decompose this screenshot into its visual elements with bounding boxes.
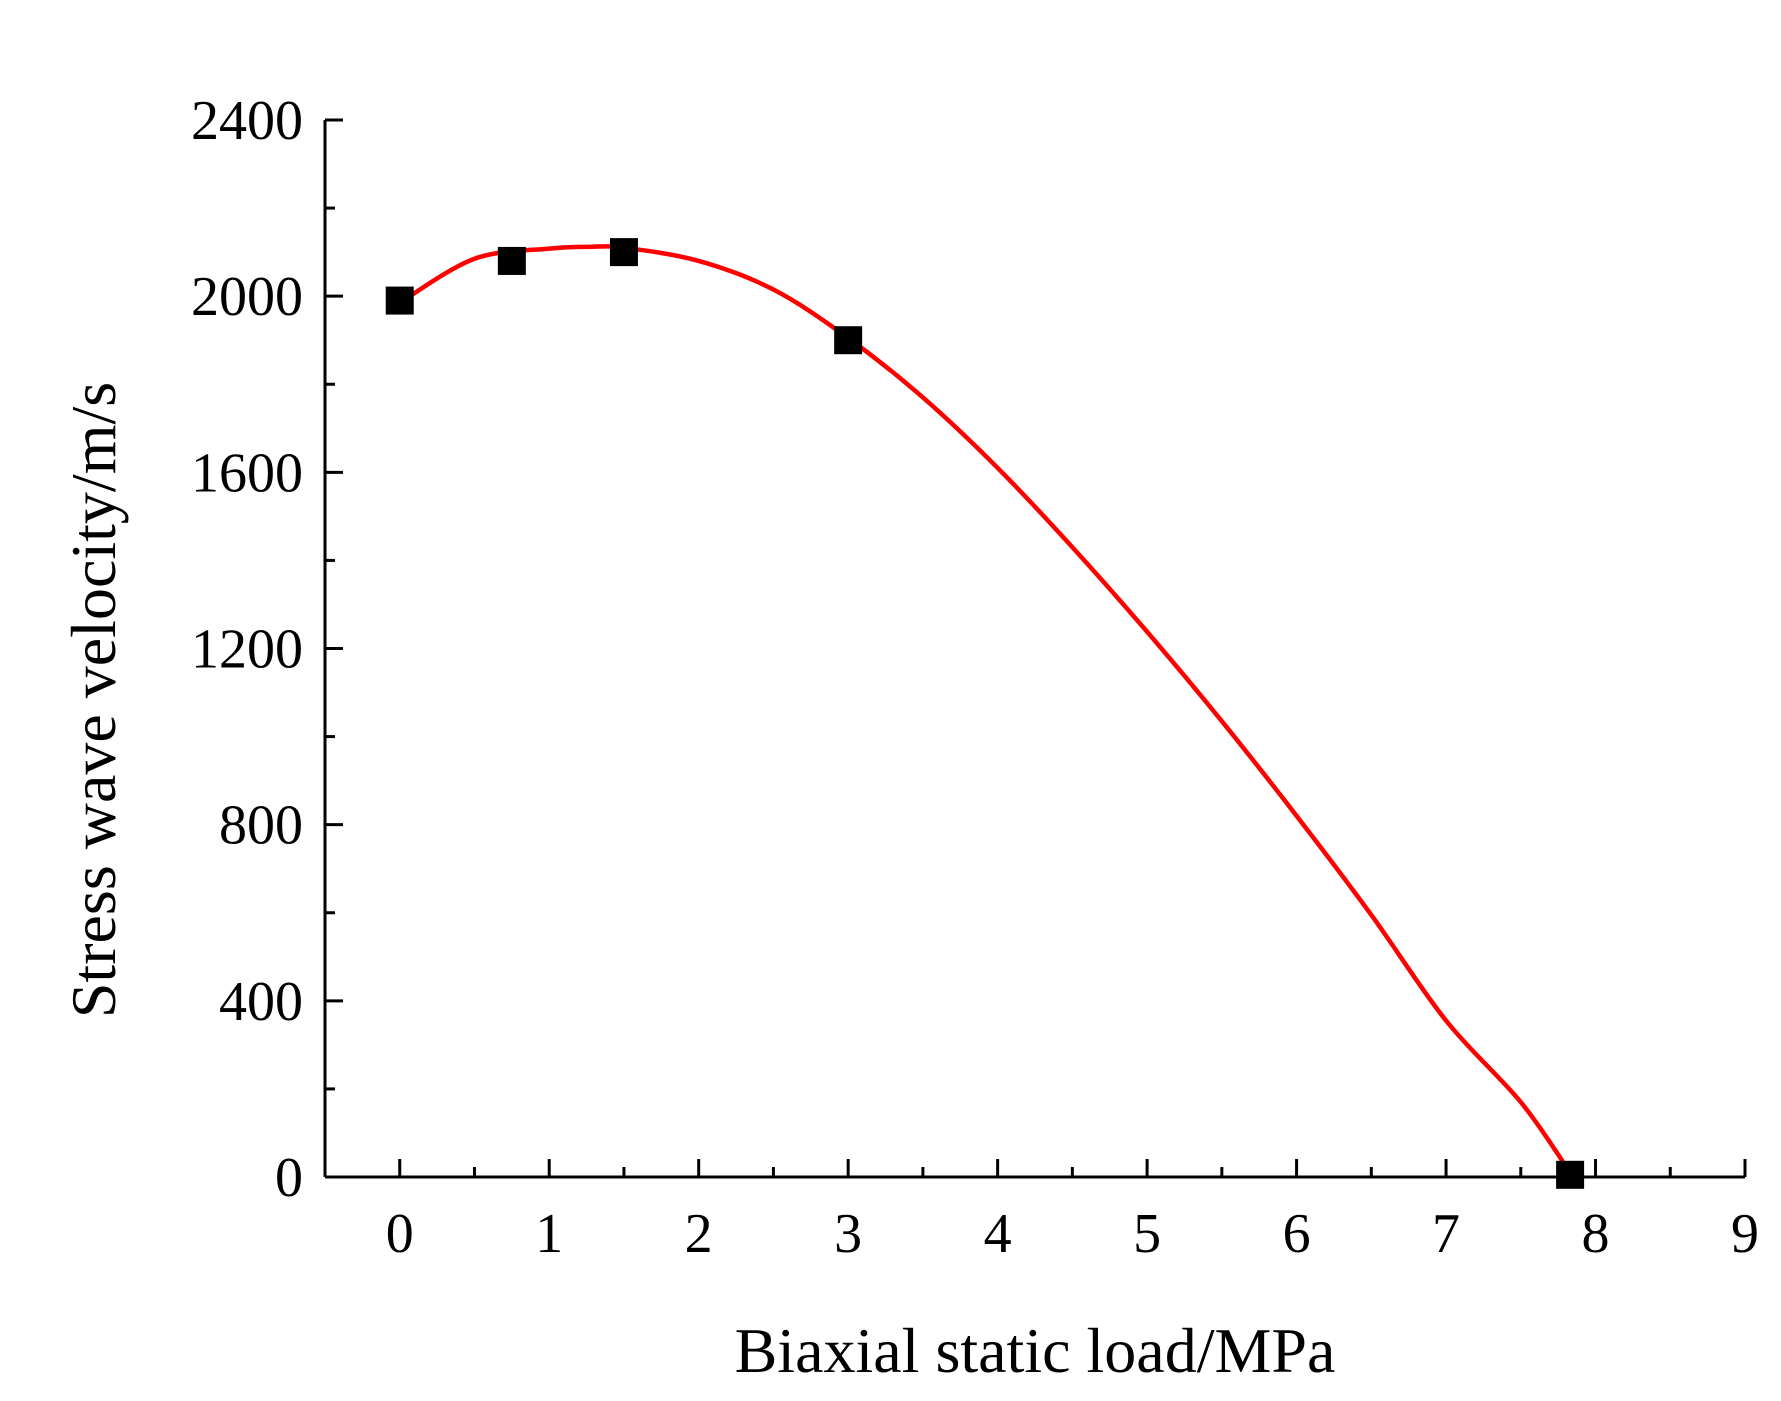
x-tick-label-1: 1 <box>535 1203 563 1265</box>
fit-curve-layer <box>398 244 1572 1174</box>
x-tick-label-2: 2 <box>685 1203 713 1265</box>
y-tick-label-800: 800 <box>219 795 303 857</box>
fit-curve <box>398 244 1572 1174</box>
x-tick-label-3: 3 <box>834 1203 862 1265</box>
x-tick-label-0: 0 <box>386 1203 414 1265</box>
x-tick-label-5: 5 <box>1133 1203 1161 1265</box>
y-tick-label-2400: 2400 <box>191 90 303 152</box>
axes <box>323 120 1745 1179</box>
x-tick-label-9: 9 <box>1731 1203 1759 1265</box>
x-tick-label-7: 7 <box>1432 1203 1460 1265</box>
x-tick-label-6: 6 <box>1283 1203 1311 1265</box>
data-point <box>497 246 526 275</box>
y-axis-title: Stress wave velocity/m/s <box>58 382 129 1018</box>
data-points-layer <box>385 238 1585 1189</box>
data-point <box>834 326 863 355</box>
y-ticks: 0 400 800 1200 1600 2000 2400 <box>191 90 343 1209</box>
x-tick-label-8: 8 <box>1582 1203 1610 1265</box>
y-tick-label-2000: 2000 <box>191 266 303 328</box>
x-tick-label-4: 4 <box>984 1203 1012 1265</box>
y-tick-label-0: 0 <box>275 1147 303 1209</box>
y-tick-label-400: 400 <box>219 971 303 1033</box>
data-point <box>385 286 414 315</box>
y-tick-label-1600: 1600 <box>191 442 303 504</box>
y-tick-label-1200: 1200 <box>191 619 303 681</box>
x-ticks: 0 1 2 3 4 5 6 7 8 9 <box>386 1159 1759 1265</box>
data-point <box>1556 1160 1585 1189</box>
x-axis-title: Biaxial static load/MPa <box>735 1315 1336 1386</box>
data-point <box>609 238 638 267</box>
